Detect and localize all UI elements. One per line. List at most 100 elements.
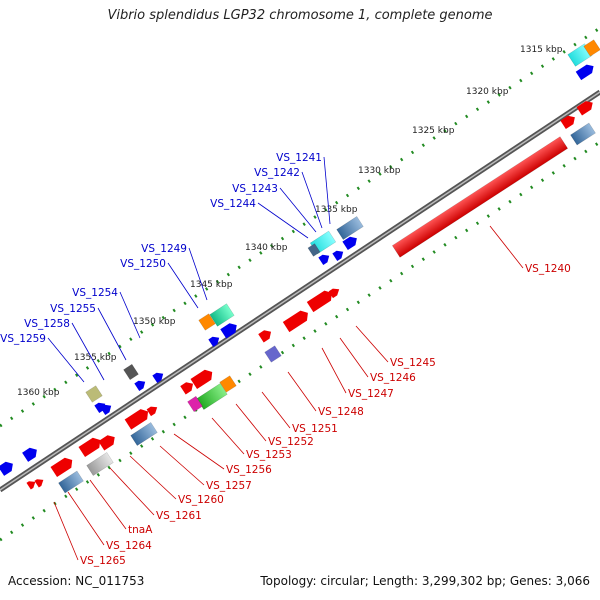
gene-arrow [146, 406, 158, 417]
gene-block [86, 452, 114, 476]
leader-line [261, 391, 291, 429]
leader-line [235, 403, 267, 442]
scale-label: 1325 kbp [412, 126, 455, 136]
gene-label: VS_1243 [232, 183, 278, 195]
gene-arrow [576, 101, 593, 116]
gene-arrow [332, 250, 344, 261]
gene-arrow [560, 115, 575, 130]
leader-line [301, 171, 323, 229]
gene-label: VS_1247 [348, 388, 394, 400]
gene-label: VS_1249 [141, 243, 187, 255]
scale-label: 1315 kbp [520, 45, 563, 55]
leader-line [67, 491, 105, 546]
leader-line [159, 445, 205, 486]
gene-block [58, 470, 84, 494]
scale-label: 1320 kbp [466, 87, 509, 97]
gene-arrow [190, 369, 213, 390]
gene-label: VS_1265 [80, 555, 126, 567]
gene-label: VS_1245 [390, 357, 436, 369]
leader-line [129, 455, 177, 500]
gene-label: VS_1244 [210, 198, 256, 210]
leader-line [323, 156, 331, 225]
gene-arrow [318, 254, 330, 265]
gene-arrow [22, 447, 37, 462]
gene-label: VS_1253 [246, 449, 292, 461]
gene-arrow [258, 330, 272, 343]
gene-arrow [306, 290, 332, 313]
gene-label: VS_1256 [226, 464, 272, 476]
gene-arrow [208, 336, 220, 347]
gene-vs1240 [391, 136, 569, 258]
backbone-highlight [0, 91, 600, 491]
leader-line [211, 417, 245, 455]
gene-block [336, 216, 364, 240]
map-title: Vibrio splendidus LGP32 chromosome 1, co… [107, 8, 493, 23]
gene-label: VS_1254 [72, 287, 118, 299]
gene-label: VS_1242 [254, 167, 300, 179]
leader-line [339, 337, 369, 378]
leader-line [53, 501, 79, 561]
leader-line [173, 433, 225, 470]
gene-label: VS_1255 [50, 303, 96, 315]
gene-label: VS_1259 [0, 333, 46, 345]
gene-label: VS_1257 [206, 480, 252, 492]
scale-label: 1330 kbp [358, 166, 401, 176]
leader-line [355, 325, 389, 363]
gene-block [307, 243, 321, 257]
gene-block [123, 363, 139, 381]
gene-arrow [342, 236, 357, 251]
gene-block [209, 303, 235, 327]
leader-line [109, 467, 155, 516]
topology-summary: Topology: circular; Length: 3,299,302 bp… [260, 574, 590, 588]
gene-arrow [100, 404, 112, 415]
gene-label: VS_1261 [156, 510, 202, 522]
scale-label: 1340 kbp [245, 243, 288, 253]
leader-line [287, 371, 317, 412]
gene-block [219, 375, 237, 393]
gene-label: VS_1258 [24, 318, 70, 330]
scale-label: 1355 kbp [74, 353, 117, 363]
gene-arrow [282, 310, 308, 333]
gene-arrow [220, 323, 237, 339]
gene-label: VS_1250 [120, 258, 166, 270]
gene-label: VS_1248 [318, 406, 364, 418]
gene-arrow [134, 380, 146, 391]
gene-block [583, 39, 600, 57]
gene-block [264, 345, 282, 363]
leader-line [188, 247, 208, 301]
gene-label: VS_1264 [106, 540, 152, 552]
leader-line [97, 307, 127, 361]
leader-line [257, 202, 309, 239]
leader-line [47, 337, 85, 383]
gene-arrow [78, 437, 101, 458]
leader-line [71, 322, 105, 381]
gene-label: VS_1240 [525, 263, 571, 275]
leader-line [489, 225, 524, 269]
gene-arrow [50, 457, 73, 478]
gene-arrow [98, 435, 115, 451]
accession-text: Accession: NC_011753 [8, 574, 145, 588]
gene-label: VS_1241 [276, 152, 322, 164]
gene-arrow [575, 64, 594, 81]
scale-label: 1345 kbp [190, 280, 233, 290]
gene-block [198, 313, 216, 331]
gene-block [570, 122, 596, 146]
gene-block [85, 385, 103, 403]
leader-line [89, 479, 127, 530]
gene-arrow [26, 481, 36, 490]
gene-label: VS_1260 [178, 494, 224, 506]
gene-label: VS_1251 [292, 423, 338, 435]
leader-line [119, 291, 141, 339]
gene-label: tnaA [128, 524, 153, 536]
upper-tick-row [0, 26, 600, 428]
gene-label: VS_1246 [370, 372, 416, 384]
leader-line [279, 187, 317, 233]
leader-line [167, 262, 199, 309]
gene-block [130, 422, 158, 446]
gene-arrow [180, 382, 194, 395]
gene-arrow [124, 409, 149, 430]
scale-label: 1350 kbp [133, 317, 176, 327]
gene-block [187, 395, 203, 413]
gene-arrow [34, 479, 44, 488]
